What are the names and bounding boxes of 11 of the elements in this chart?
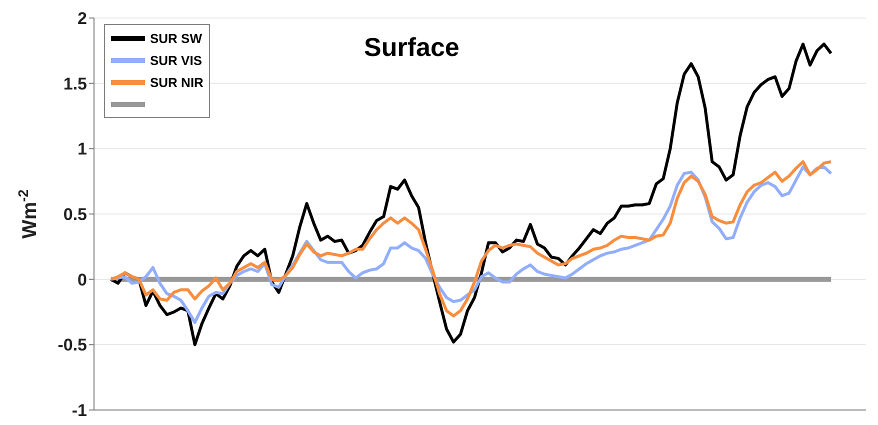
legend-label: SUR NIR: [150, 74, 204, 90]
y-tick-label: 0: [78, 270, 87, 290]
y-tick-label: 1.5: [63, 74, 87, 94]
y-tick-label: 1: [78, 140, 87, 159]
y-tick-label: -0.5: [58, 336, 87, 355]
y-tick-label: -1: [72, 401, 87, 420]
legend-label: SUR SW: [150, 30, 202, 46]
text: Surface: [364, 32, 460, 63]
y-tick-label: 2: [78, 9, 87, 28]
legend-label: SUR VIS: [150, 52, 202, 68]
y-tick-label: 0.5: [63, 205, 87, 224]
